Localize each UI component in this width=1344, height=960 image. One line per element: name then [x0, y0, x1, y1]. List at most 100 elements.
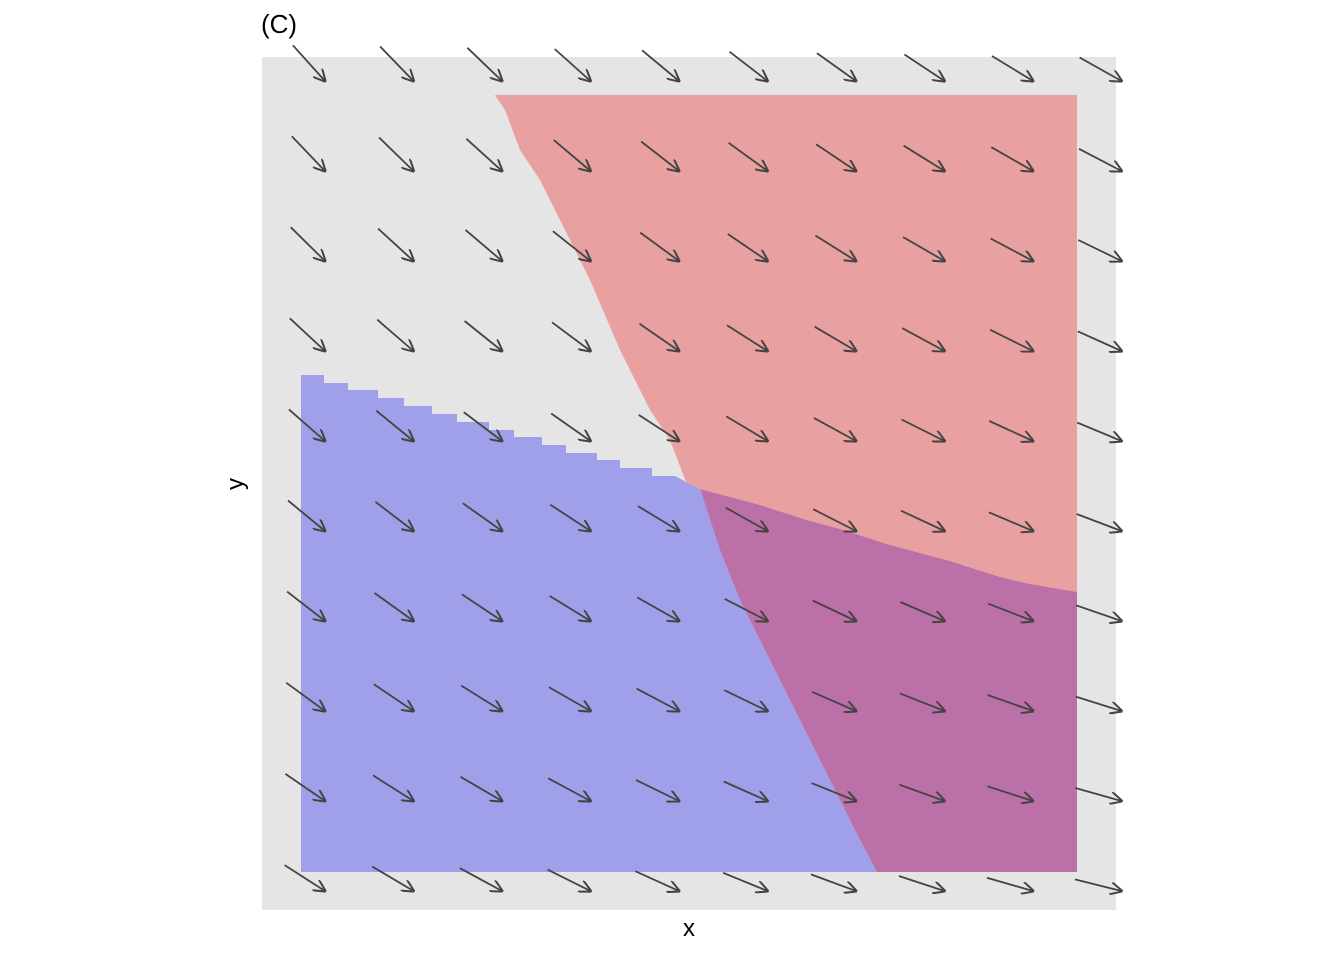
field-arrow — [635, 779, 679, 801]
field-arrow — [465, 138, 502, 171]
panel-tag: (C) — [261, 9, 298, 39]
field-arrow — [899, 692, 945, 711]
field-arrow — [1077, 330, 1122, 351]
field-arrow — [379, 45, 413, 82]
field-arrow — [288, 408, 325, 441]
field-arrow — [1075, 787, 1121, 801]
field-arrow — [553, 139, 591, 171]
field-arrow — [374, 501, 413, 531]
field-arrow — [639, 231, 679, 261]
field-arrow — [460, 684, 502, 711]
field-arrow — [990, 146, 1033, 171]
field-arrow — [640, 140, 679, 172]
field-arrow — [725, 415, 767, 441]
field-arrow — [292, 44, 325, 81]
field-arrow — [904, 53, 945, 82]
field-arrow — [554, 48, 591, 81]
field-arrow — [641, 49, 679, 81]
field-arrow — [286, 590, 325, 621]
y-axis-title: y — [222, 478, 249, 490]
field-arrow — [371, 865, 413, 892]
field-arrow — [547, 868, 591, 891]
field-arrow — [549, 595, 591, 621]
field-arrow — [459, 867, 502, 891]
field-arrow — [811, 782, 857, 801]
field-arrow — [986, 876, 1033, 891]
field-arrow — [726, 324, 768, 351]
field-arrow — [723, 689, 767, 711]
field-arrow — [727, 233, 768, 261]
field-arrow — [1078, 148, 1122, 171]
region-overlap — [686, 482, 1077, 872]
field-arrow — [815, 143, 856, 171]
field-arrow — [638, 323, 680, 351]
field-arrow — [463, 411, 502, 441]
field-arrow — [814, 325, 856, 351]
field-arrow — [289, 317, 325, 351]
field-arrow — [725, 506, 768, 531]
field-arrow — [1075, 695, 1122, 711]
vector-arrows — [284, 44, 1122, 892]
field-arrow — [290, 226, 325, 261]
field-arrow — [988, 420, 1033, 441]
field-arrow — [462, 502, 502, 531]
field-arrow — [988, 511, 1033, 531]
field-arrow — [284, 864, 325, 891]
field-arrow — [902, 236, 945, 261]
field-arrow — [461, 593, 502, 621]
field-arrow — [634, 870, 679, 891]
field-arrow — [285, 681, 325, 711]
field-arrow — [814, 234, 856, 262]
field-arrow — [987, 694, 1033, 711]
field-arrow — [728, 50, 768, 81]
field-arrow — [724, 598, 768, 621]
field-arrow — [460, 776, 503, 801]
field-arrow — [548, 686, 591, 711]
field-arrow — [638, 414, 679, 441]
field-arrow — [547, 777, 590, 801]
field-arrow — [813, 417, 856, 441]
field-arrow — [375, 410, 413, 441]
field-arrow — [723, 780, 768, 802]
field-arrow — [899, 783, 944, 801]
field-arrow — [898, 875, 945, 891]
field-arrow — [816, 52, 856, 81]
field-arrow — [287, 499, 325, 532]
field-arrow — [990, 237, 1033, 262]
x-axis-title: x — [683, 915, 695, 942]
field-arrow — [991, 55, 1033, 81]
field-arrow — [903, 144, 945, 171]
field-arrow — [901, 418, 945, 442]
field-arrow — [636, 687, 680, 711]
field-arrow — [377, 227, 413, 261]
field-arrow — [464, 320, 502, 351]
field-arrow — [1077, 239, 1121, 261]
region-blue — [301, 375, 877, 872]
field-arrow — [812, 599, 856, 622]
field-arrow — [376, 318, 413, 351]
field-arrow — [1074, 878, 1122, 891]
field-arrow — [284, 773, 325, 801]
field-arrow — [987, 785, 1033, 801]
field-arrow — [900, 601, 944, 621]
field-arrow — [636, 596, 679, 621]
field-arrow — [987, 602, 1033, 621]
field-arrow — [637, 505, 679, 531]
field-arrow — [1076, 513, 1122, 531]
field-arrow — [466, 47, 502, 81]
field-arrow — [291, 135, 325, 171]
field-arrow — [901, 327, 944, 351]
field-arrow — [550, 412, 590, 442]
field-arrow — [811, 690, 856, 711]
field-arrow — [1079, 56, 1122, 82]
field-arrow — [372, 774, 414, 801]
field-arrow — [728, 142, 768, 171]
field-arrow — [464, 229, 503, 261]
field-arrow — [378, 136, 413, 172]
region-red — [495, 95, 1077, 592]
field-arrow — [373, 683, 414, 711]
field-arrow — [989, 328, 1033, 351]
field-arrow — [551, 321, 591, 351]
field-arrow — [812, 508, 856, 531]
